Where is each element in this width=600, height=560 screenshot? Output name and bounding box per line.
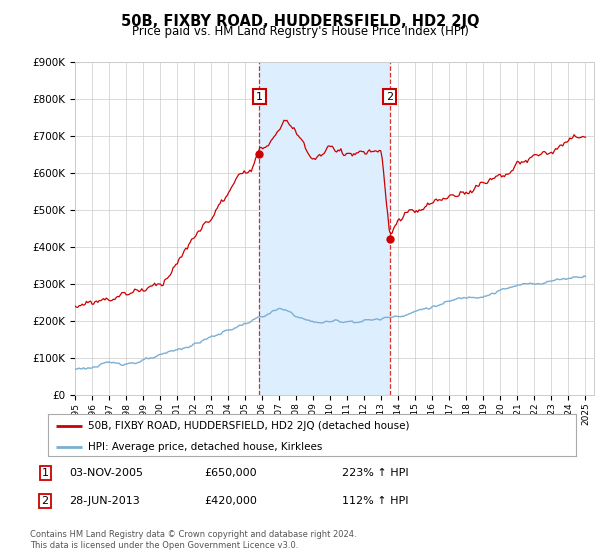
Text: 50B, FIXBY ROAD, HUDDERSFIELD, HD2 2JQ (detached house): 50B, FIXBY ROAD, HUDDERSFIELD, HD2 2JQ (… — [88, 421, 409, 431]
Text: £650,000: £650,000 — [204, 468, 257, 478]
Text: £420,000: £420,000 — [204, 496, 257, 506]
Text: HPI: Average price, detached house, Kirklees: HPI: Average price, detached house, Kirk… — [88, 442, 322, 452]
Text: 223% ↑ HPI: 223% ↑ HPI — [342, 468, 409, 478]
Text: 1: 1 — [41, 468, 49, 478]
Text: This data is licensed under the Open Government Licence v3.0.: This data is licensed under the Open Gov… — [30, 541, 298, 550]
Text: 112% ↑ HPI: 112% ↑ HPI — [342, 496, 409, 506]
Text: 1: 1 — [256, 92, 263, 101]
Text: Contains HM Land Registry data © Crown copyright and database right 2024.: Contains HM Land Registry data © Crown c… — [30, 530, 356, 539]
Text: 2: 2 — [386, 92, 393, 101]
Bar — [259, 62, 389, 395]
Text: 2: 2 — [41, 496, 49, 506]
Text: 03-NOV-2005: 03-NOV-2005 — [69, 468, 143, 478]
Text: 50B, FIXBY ROAD, HUDDERSFIELD, HD2 2JQ: 50B, FIXBY ROAD, HUDDERSFIELD, HD2 2JQ — [121, 14, 479, 29]
Text: Price paid vs. HM Land Registry's House Price Index (HPI): Price paid vs. HM Land Registry's House … — [131, 25, 469, 38]
Text: 28-JUN-2013: 28-JUN-2013 — [69, 496, 140, 506]
